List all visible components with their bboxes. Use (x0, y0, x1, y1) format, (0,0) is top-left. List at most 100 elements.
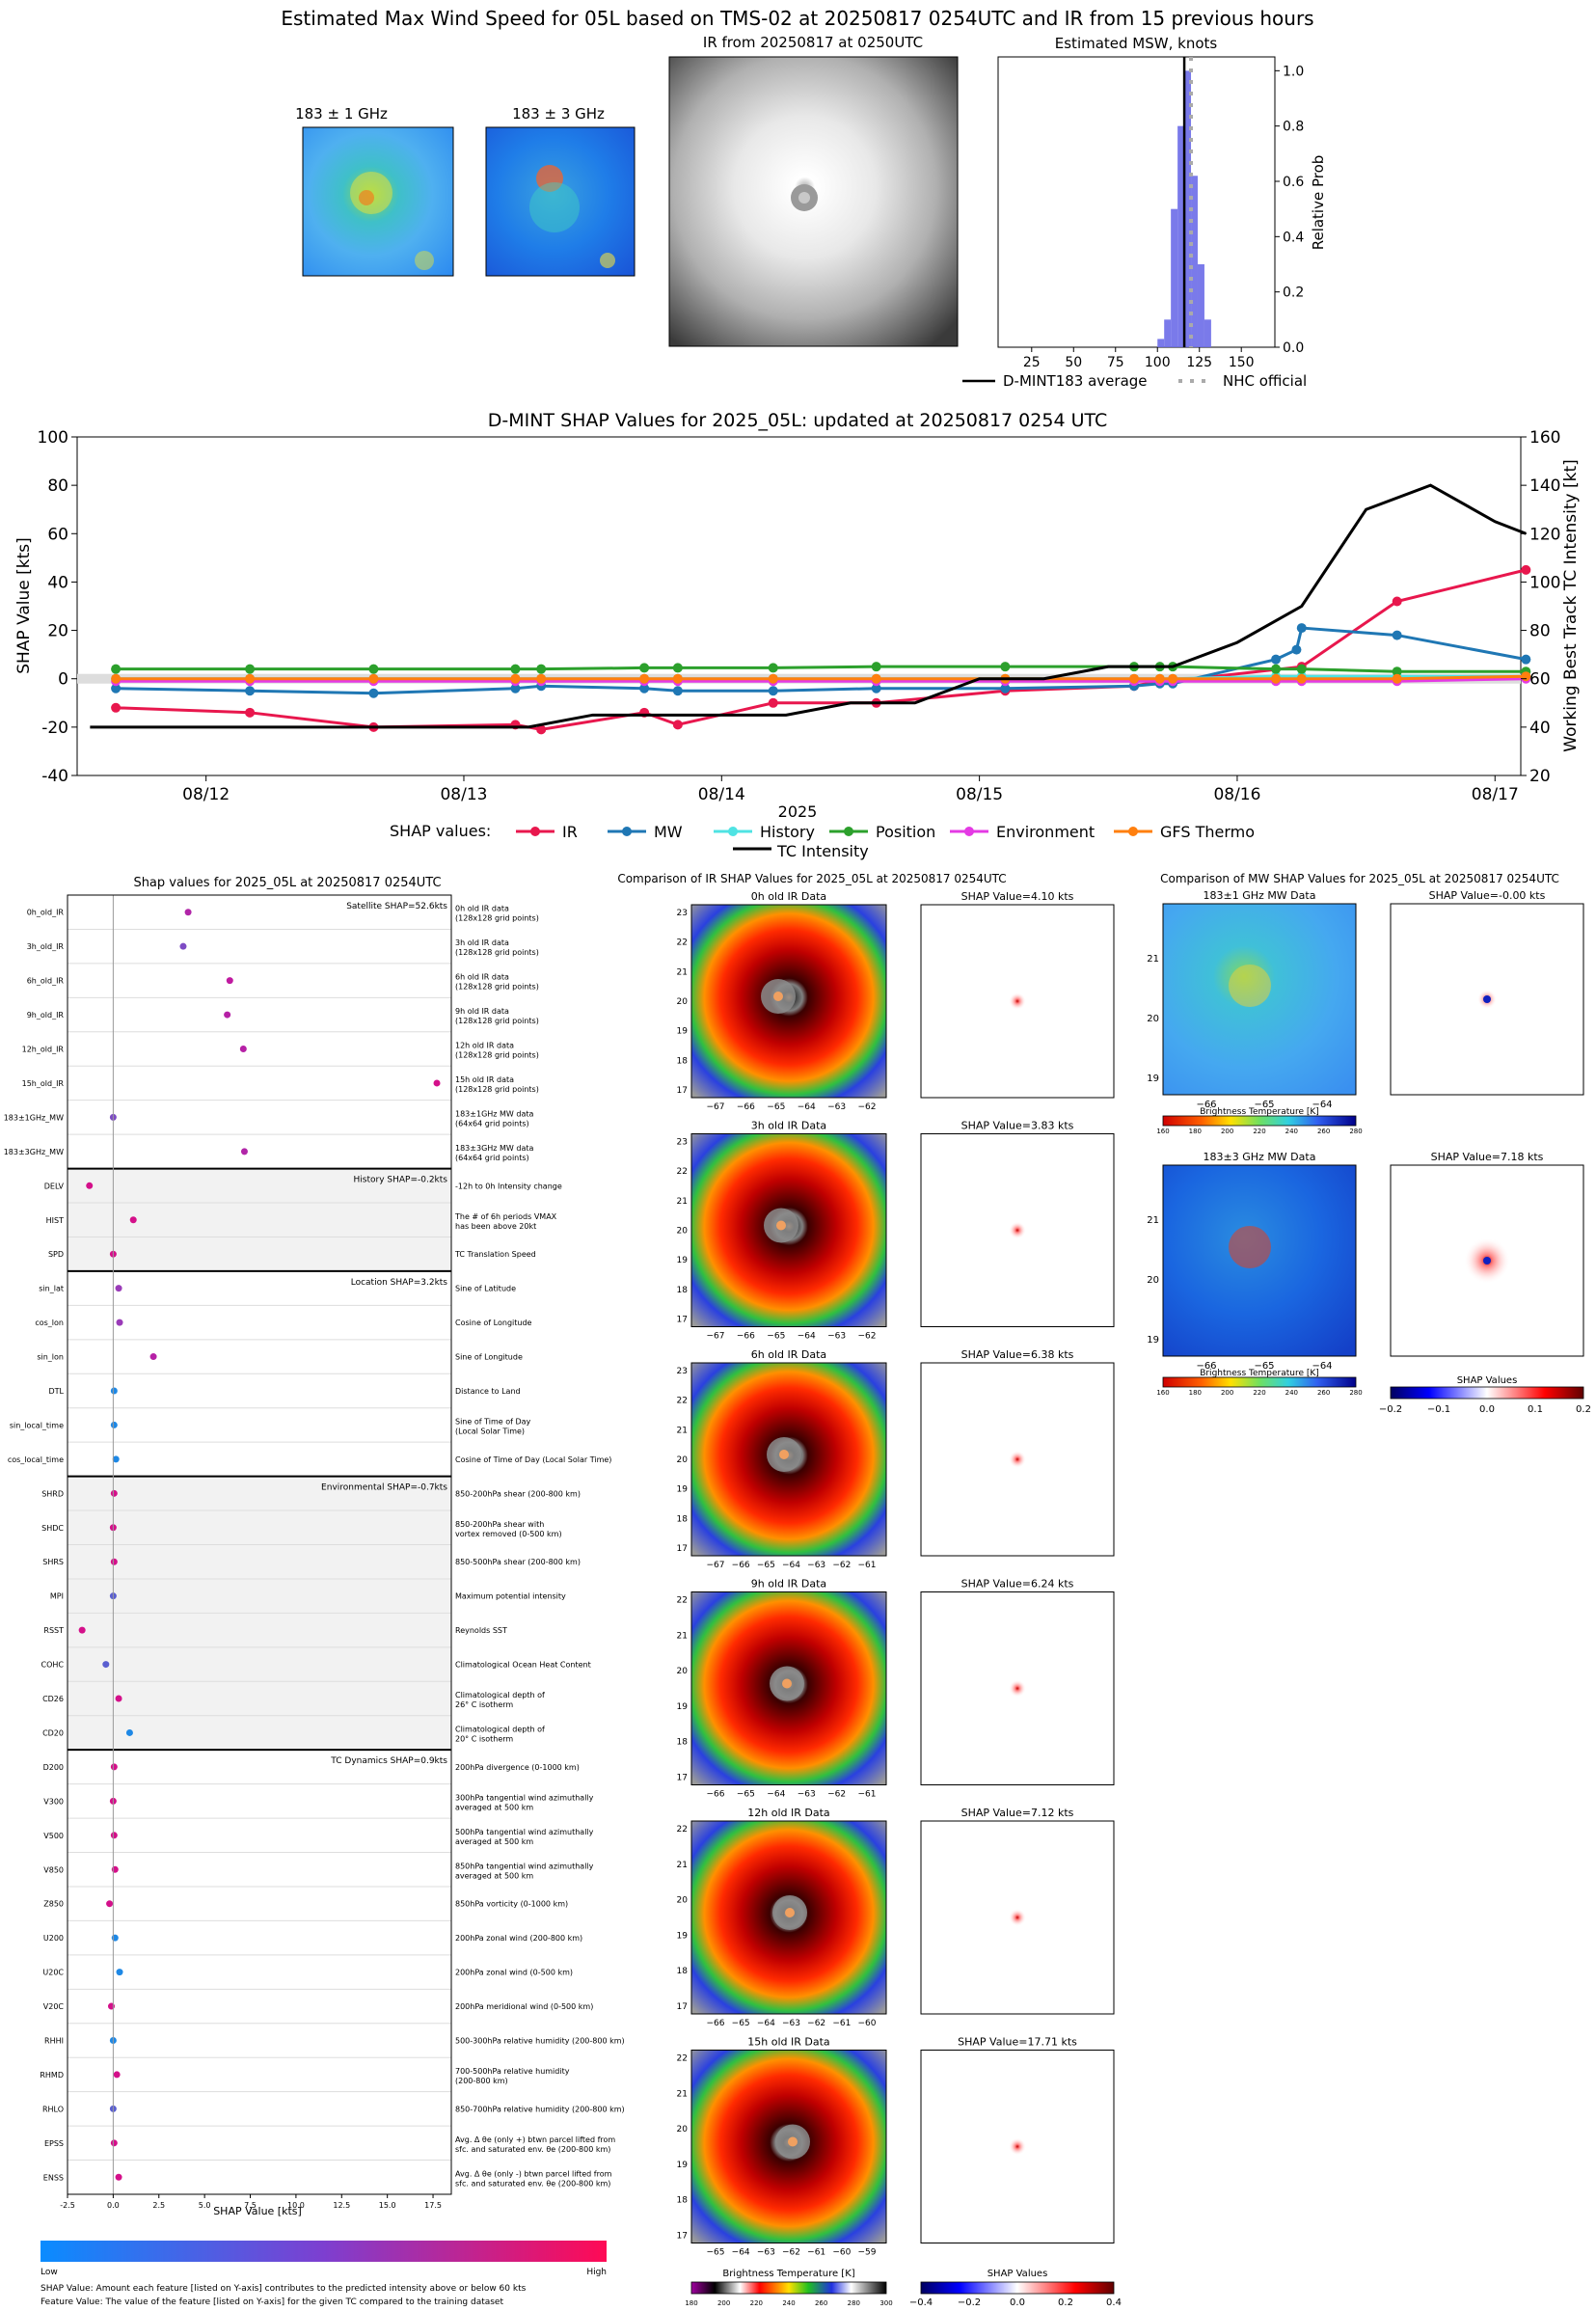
feature-desc: 500-300hPa relative humidity (200-800 km… (455, 2036, 625, 2045)
legend-nhc: NHC official (1223, 372, 1307, 390)
ir-lon-tick: −64 (782, 1561, 800, 1570)
feature-name: 9h_old_IR (27, 1011, 65, 1020)
feature-point (110, 1489, 118, 1497)
series-point-gfs-thermo (245, 673, 256, 684)
ir-lon-tick: −63 (782, 2019, 800, 2028)
series-point-mw (1291, 644, 1302, 655)
feature-name: 183±3GHz_MW (4, 1148, 64, 1156)
series-point-mw (1000, 683, 1011, 693)
mw-bt-tick: 200 (1221, 1128, 1233, 1135)
feature-point (149, 1353, 157, 1361)
feature-desc: (128x128 grid points) (455, 1051, 539, 1060)
feature-desc: averaged at 500 km (455, 1803, 533, 1811)
feature-desc: 850-500hPa shear (200-800 km) (455, 1558, 581, 1566)
series-point-gfs-thermo (1296, 673, 1307, 684)
ir-shap-tick: 0.4 (1106, 2297, 1122, 2308)
feature-desc: (Local Solar Time) (455, 1427, 525, 1435)
ir-grayscale-image (668, 56, 959, 347)
feature-desc: 183±1GHz MW data (455, 1109, 533, 1118)
ir-lat-tick: 21 (677, 1631, 688, 1641)
ir-shap-title: SHAP Value=4.10 kts (961, 890, 1074, 903)
feature-name: MPI (50, 1592, 64, 1601)
bar-xlabel: SHAP Value [kts] (213, 2205, 302, 2217)
ir-shap-hotspot (1009, 1909, 1026, 1926)
mw-bt-tick: 260 (1317, 1128, 1330, 1135)
mw-bt-tick: 160 (1156, 1128, 1169, 1135)
hist-xtick-label: 50 (1065, 355, 1082, 370)
series-ytick-label: 100 (38, 428, 68, 448)
ir-shap-colorbar-label: SHAP Values (987, 2269, 1048, 2279)
feature-desc: 6h old IR data (455, 973, 509, 982)
hist-xtick-label: 125 (1186, 355, 1212, 370)
ir-lat-tick: 22 (677, 2054, 688, 2064)
hist-xtick-label: 150 (1229, 355, 1255, 370)
series-point-gfs-thermo (672, 673, 683, 684)
bar-xtick-label: 10.0 (287, 2201, 305, 2210)
hist-bar (1191, 176, 1198, 347)
mw-lat-tick: 20 (1147, 1014, 1159, 1024)
ir-lon-tick: −67 (707, 1561, 725, 1570)
ir-eye (776, 1220, 786, 1231)
ir-shap-tick: 0.2 (1058, 2297, 1073, 2308)
mw-panel-title: 183±3 GHz MW Data (1204, 1151, 1316, 1163)
ir-panel-title: 0h old IR Data (751, 890, 826, 903)
hist-title: Estimated MSW, knots (1055, 35, 1218, 52)
mw-bt-tick: 240 (1285, 1128, 1298, 1135)
feature-desc: Distance to Land (455, 1387, 521, 1396)
ir-lon-tick: −62 (807, 2019, 825, 2028)
feature-name: ENSS (43, 2173, 64, 2182)
hist-ylabel: Relative Prob (1310, 155, 1327, 251)
ir-panel-title: 12h old IR Data (747, 1807, 829, 1819)
ir-eye (785, 1908, 795, 1917)
feature-point (112, 1455, 120, 1463)
hist-ytick-label: 0.4 (1283, 230, 1304, 245)
series-ytick-label: 0 (58, 670, 68, 690)
group-title: History SHAP=-0.2kts (354, 1176, 448, 1185)
feature-name: cos_local_time (8, 1455, 64, 1464)
feature-point (110, 2139, 118, 2147)
feature-point (110, 1558, 118, 1565)
series-title: D-MINT SHAP Values for 2025_05L: updated… (488, 410, 1108, 431)
feature-point (115, 1695, 122, 1702)
series-point-position (1271, 664, 1282, 674)
mw-lat-tick: 21 (1147, 1215, 1159, 1226)
legend-marker-position (844, 827, 853, 836)
bar-xtick-label: 15.0 (379, 2201, 396, 2210)
feature-desc: (128x128 grid points) (455, 1085, 539, 1094)
series-xlabel: 2025 (778, 802, 818, 821)
series-point-position (1392, 666, 1402, 677)
feature-point (110, 1832, 118, 1839)
bar-xtick-label: 5.0 (199, 2201, 211, 2210)
ir-lat-tick: 19 (677, 1702, 689, 1712)
ir-panel-title: 3h old IR Data (751, 1120, 826, 1132)
feature-desc: vortex removed (0-500 km) (455, 1530, 562, 1538)
ir-lon-tick: −67 (707, 1332, 725, 1342)
feature-point (111, 1865, 119, 1873)
series-point-position (510, 664, 521, 674)
series-point-gfs-thermo (1168, 673, 1178, 684)
ir-lon-tick: −65 (757, 1561, 775, 1570)
feature-point (184, 909, 192, 916)
ir-lon-tick: −65 (707, 2248, 725, 2258)
ir-shap-title: SHAP Value=6.24 kts (961, 1578, 1074, 1591)
mw-bt-tick: 240 (1285, 1389, 1298, 1397)
feature-name: RHMD (40, 2071, 64, 2080)
series-point-gfs-thermo (871, 673, 881, 684)
series-point-gfs-thermo (1129, 673, 1140, 684)
feature-desc: 300hPa tangential wind azimuthally (455, 1793, 594, 1802)
ir-lon-tick: −65 (732, 2019, 750, 2028)
hist-bar (1177, 125, 1185, 347)
mw-bt-tick: 180 (1189, 1128, 1202, 1135)
ir-lon-tick: −62 (832, 1561, 851, 1570)
ir-lat-tick: 19 (677, 1256, 689, 1265)
bar-xtick-label: -2.5 (60, 2201, 75, 2210)
ir-lat-tick: 17 (677, 1316, 688, 1325)
bar-xtick-label: 12.5 (333, 2201, 350, 2210)
series-point-position (639, 663, 650, 673)
feature-shap-panel: Satellite SHAP=52.6kts 0h_old_IR 0h old IR… (4, 894, 625, 2210)
ir-lat-tick: 18 (677, 1286, 689, 1295)
series-point-mw (768, 686, 778, 696)
feature-point (116, 1969, 123, 1976)
feature-point (239, 1046, 247, 1053)
feature-desc: 12h old IR data (455, 1042, 514, 1050)
